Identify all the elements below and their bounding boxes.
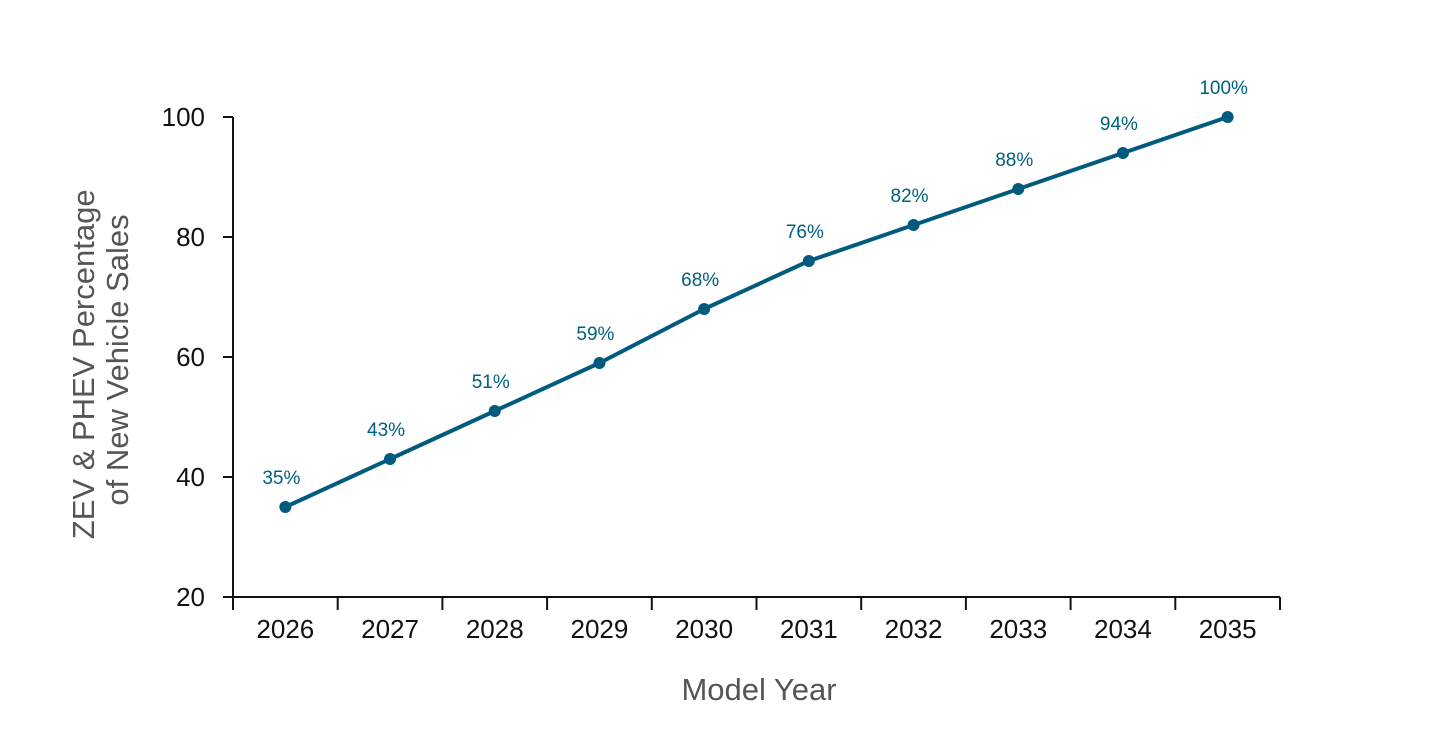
x-tick-label: 2035 — [1199, 614, 1257, 644]
y-axis-title-line-1: ZEV & PHEV Percentage — [66, 189, 101, 539]
data-point — [907, 219, 920, 231]
y-tick-label: 100 — [162, 102, 205, 132]
y-tick-label: 80 — [176, 222, 205, 252]
x-tick-label: 2032 — [885, 614, 943, 644]
x-tick-label: 2031 — [780, 614, 838, 644]
data-label: 43% — [367, 420, 405, 441]
y-tick-label: 40 — [176, 462, 205, 492]
x-tick-label: 2028 — [466, 614, 524, 644]
data-point — [802, 255, 815, 267]
data-label: 59% — [576, 324, 614, 345]
data-label: 68% — [681, 270, 719, 291]
data-point — [593, 357, 606, 369]
x-tick-label: 2033 — [989, 614, 1047, 644]
series-group: 35% 43% 51% 59% 68% 76% 82% 88% 94% 100% — [262, 78, 1248, 513]
data-point — [488, 405, 501, 417]
y-tick-label: 60 — [176, 342, 205, 372]
data-label: 76% — [786, 222, 824, 243]
y-axis-title-line-2: of New Vehicle Sales — [100, 214, 135, 505]
x-tick-label: 2027 — [361, 614, 419, 644]
data-point — [1012, 183, 1025, 195]
y-tick-label: 20 — [176, 582, 205, 612]
data-label: 94% — [1100, 114, 1138, 135]
x-tick-label: 2029 — [571, 614, 629, 644]
x-tick-label: 2030 — [675, 614, 733, 644]
data-label: 51% — [472, 372, 510, 393]
data-point — [384, 453, 397, 465]
data-label: 82% — [891, 186, 929, 207]
data-point — [279, 501, 292, 513]
y-axis-title: ZEV & PHEV Percentage of New Vehicle Sal… — [66, 181, 135, 539]
data-label: 35% — [262, 468, 300, 489]
series-line — [283, 115, 1230, 509]
x-axis-title: Model Year — [681, 672, 836, 707]
data-point — [1116, 147, 1129, 159]
data-point — [698, 303, 711, 315]
x-tick-label: 2026 — [256, 614, 314, 644]
data-label: 100% — [1199, 78, 1248, 99]
y-axis: 20 40 60 80 100 — [162, 102, 234, 612]
x-tick-label: 2034 — [1094, 614, 1152, 644]
data-label: 88% — [995, 150, 1033, 171]
data-point — [1221, 111, 1234, 123]
x-axis: 2026 2027 2028 2029 2030 2031 2032 2033 2034 2035 — [232, 596, 1281, 644]
